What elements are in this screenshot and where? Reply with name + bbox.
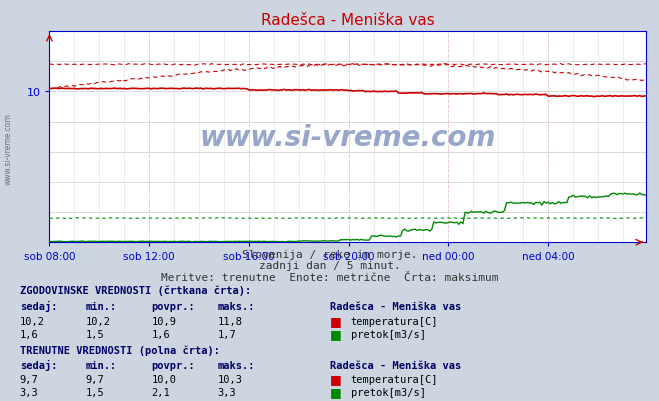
Text: Slovenija / reke in morje.: Slovenija / reke in morje. [242,249,417,259]
Text: pretok[m3/s]: pretok[m3/s] [351,387,426,397]
Text: www.si-vreme.com: www.si-vreme.com [200,124,496,151]
Text: sedaj:: sedaj: [20,301,57,312]
Text: ■: ■ [330,385,341,398]
Text: 10,9: 10,9 [152,316,177,326]
Text: temperatura[C]: temperatura[C] [351,316,438,326]
Text: 9,7: 9,7 [20,374,38,384]
Text: 3,3: 3,3 [217,387,236,397]
Text: min.:: min.: [86,360,117,370]
Text: 1,6: 1,6 [20,329,38,339]
Text: ■: ■ [330,372,341,385]
Text: povpr.:: povpr.: [152,360,195,370]
Text: temperatura[C]: temperatura[C] [351,374,438,384]
Text: 2,1: 2,1 [152,387,170,397]
Text: 10,2: 10,2 [86,316,111,326]
Text: povpr.:: povpr.: [152,302,195,312]
Text: min.:: min.: [86,302,117,312]
Text: 1,5: 1,5 [86,329,104,339]
Text: maks.:: maks.: [217,302,255,312]
Text: 11,8: 11,8 [217,316,243,326]
Text: TRENUTNE VREDNOSTI (polna črta):: TRENUTNE VREDNOSTI (polna črta): [20,345,219,355]
Text: ■: ■ [330,327,341,340]
Text: 1,6: 1,6 [152,329,170,339]
Text: www.si-vreme.com: www.si-vreme.com [3,113,13,184]
Text: sedaj:: sedaj: [20,359,57,370]
Text: Radešca - Meniška vas: Radešca - Meniška vas [330,302,461,312]
Text: 3,3: 3,3 [20,387,38,397]
Text: ■: ■ [330,314,341,327]
Text: 10,3: 10,3 [217,374,243,384]
Text: ZGODOVINSKE VREDNOSTI (črtkana črta):: ZGODOVINSKE VREDNOSTI (črtkana črta): [20,285,251,296]
Text: 10,2: 10,2 [20,316,45,326]
Text: pretok[m3/s]: pretok[m3/s] [351,329,426,339]
Text: 1,5: 1,5 [86,387,104,397]
Text: zadnji dan / 5 minut.: zadnji dan / 5 minut. [258,261,401,271]
Text: 9,7: 9,7 [86,374,104,384]
Text: maks.:: maks.: [217,360,255,370]
Text: 10,0: 10,0 [152,374,177,384]
Text: 1,7: 1,7 [217,329,236,339]
Text: Meritve: trenutne  Enote: metrične  Črta: maksimum: Meritve: trenutne Enote: metrične Črta: … [161,272,498,282]
Title: Radešca - Meniška vas: Radešca - Meniška vas [261,13,434,28]
Text: Radešca - Meniška vas: Radešca - Meniška vas [330,360,461,370]
